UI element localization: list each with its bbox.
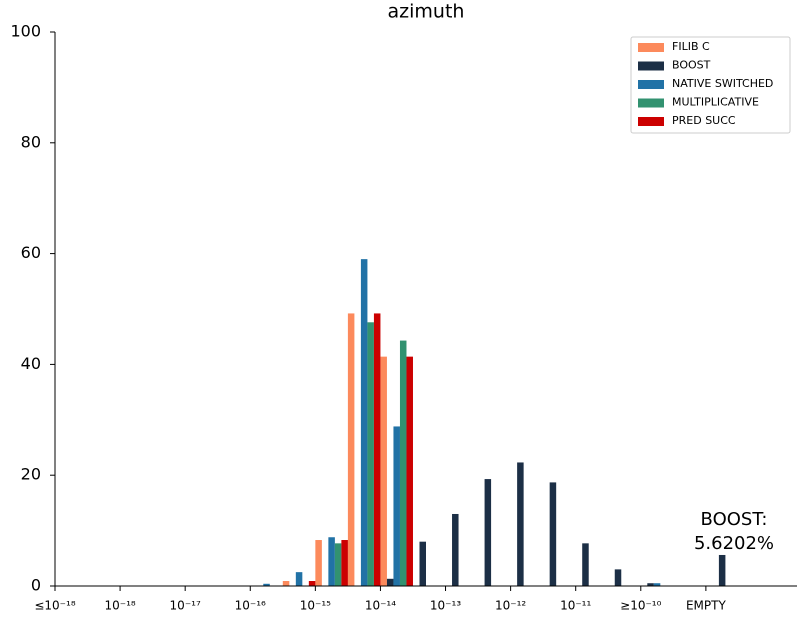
x-tick-label: ≤10⁻¹⁸ [34, 599, 75, 613]
legend-swatch [638, 80, 664, 89]
x-tick-label: 10⁻¹⁸ [104, 599, 135, 613]
bar [295, 572, 303, 586]
legend-swatch [638, 117, 664, 126]
legend-label: NATIVE SWITCHED [672, 77, 773, 90]
bar [263, 583, 270, 586]
bar [718, 554, 726, 586]
bar [484, 479, 492, 586]
bar [380, 356, 387, 586]
y-tick-label: 60 [21, 243, 41, 262]
bar [386, 578, 394, 586]
x-tick-label: 10⁻¹⁵ [300, 599, 331, 613]
x-tick-label: 10⁻¹⁴ [365, 599, 396, 613]
legend-swatch [638, 61, 664, 71]
legend-label: PRED SUCC [672, 114, 736, 127]
x-tick-label: EMPTY [686, 599, 727, 613]
x-tick-label: 10⁻¹⁷ [170, 599, 201, 613]
legend-swatch [638, 43, 664, 52]
x-tick-label: 10⁻¹³ [430, 599, 461, 613]
bar [315, 540, 322, 586]
bar [653, 583, 661, 586]
legend-label: BOOST [672, 59, 711, 72]
y-tick-label: 40 [21, 354, 41, 373]
legend-box [630, 36, 791, 134]
bar [341, 540, 348, 586]
bar [282, 581, 290, 586]
bar [549, 482, 557, 586]
x-tick-label: 10⁻¹² [495, 599, 526, 613]
x-tick-label: ≥10⁻¹⁰ [620, 599, 661, 613]
y-tick-label: 20 [21, 465, 41, 484]
bar [308, 581, 316, 586]
bar [406, 356, 413, 586]
legend-swatch [638, 98, 664, 108]
chart-title: azimuth [388, 1, 465, 23]
y-tick-label: 100 [10, 22, 41, 41]
bar [452, 513, 459, 586]
annotation: BOOST: [701, 509, 768, 530]
bar [393, 426, 400, 586]
y-tick-label: 80 [21, 132, 41, 151]
bar [373, 313, 381, 586]
x-tick-label: 10⁻¹⁶ [235, 599, 266, 613]
legend-label: MULTIPLICATIVE [672, 96, 759, 109]
bar [647, 583, 654, 586]
bar [582, 543, 589, 586]
bar [517, 462, 524, 586]
x-tick-label: 10⁻¹¹ [560, 599, 591, 613]
y-tick-label: 0 [31, 576, 41, 595]
bar [399, 340, 407, 586]
bar [367, 322, 374, 586]
bar [614, 569, 622, 586]
legend-label: FILIB C [672, 40, 710, 53]
bar [360, 259, 368, 586]
bar [347, 313, 355, 586]
annotation: 5.6202% [694, 533, 774, 554]
bar [419, 541, 426, 586]
bar [334, 543, 342, 586]
bar [328, 537, 335, 586]
